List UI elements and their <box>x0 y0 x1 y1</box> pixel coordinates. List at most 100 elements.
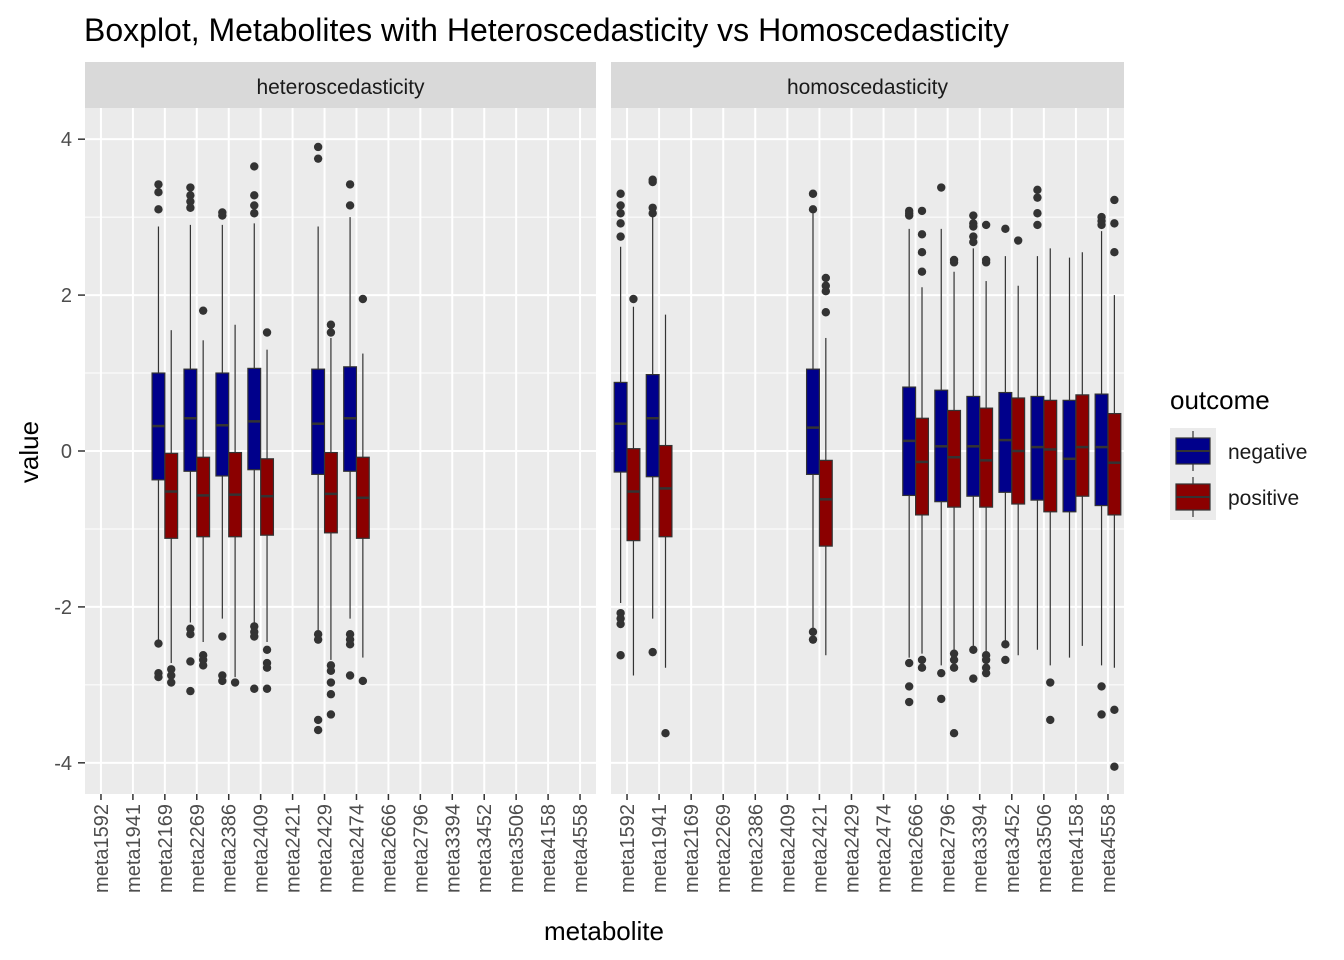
box-meta2429-negative <box>311 142 326 735</box>
y-tick-label: 4 <box>61 129 72 151</box>
outlier-point <box>358 294 368 304</box>
box-meta2269-positive <box>196 306 211 670</box>
legend-label: positive <box>1228 487 1299 510</box>
y-axis: 4 2 0 -2 -4 <box>54 129 85 775</box>
x-tick-label: meta3452 <box>474 804 496 893</box>
panel-strip-label: homoscedasticity <box>787 76 949 99</box>
outlier-point <box>917 655 927 665</box>
outlier-point <box>186 686 195 696</box>
outlier-point <box>1033 193 1042 202</box>
y-tick-label: 0 <box>61 441 72 463</box>
outlier-point <box>154 180 163 189</box>
outlier-point <box>218 211 227 220</box>
x-tick-label: meta2474 <box>874 804 896 893</box>
outlier-point <box>186 183 195 192</box>
outlier-point <box>1013 236 1023 245</box>
outlier-point <box>981 220 991 230</box>
outlier-point <box>358 676 368 686</box>
panel-strip <box>85 62 596 108</box>
outlier-point <box>186 197 195 206</box>
outlier-point <box>167 678 176 687</box>
box-meta3452-negative <box>998 224 1013 665</box>
box-body <box>183 368 198 472</box>
outlier-point <box>808 189 818 198</box>
outlier-point <box>1033 209 1042 218</box>
outlier-point <box>154 187 163 197</box>
outlier-point <box>629 294 638 304</box>
box-meta2474-negative <box>343 180 358 680</box>
outlier-point <box>313 154 323 163</box>
outlier-point <box>313 715 323 725</box>
box-meta2269-negative <box>183 183 198 696</box>
x-tick-label: meta3394 <box>970 804 992 893</box>
box-meta2429-positive <box>323 320 338 719</box>
box-body <box>818 459 833 547</box>
outlier-point <box>937 183 946 192</box>
x-axis-label: metabolite <box>544 916 664 946</box>
box-body <box>196 456 211 538</box>
box-body <box>1107 412 1122 516</box>
box-body <box>311 368 326 475</box>
box-meta2386-negative <box>215 208 230 686</box>
x-tick-label: meta2429 <box>841 804 863 893</box>
box-meta2796-positive <box>947 255 962 738</box>
x-tick-label: meta2269 <box>187 804 209 893</box>
box-body <box>1043 399 1058 513</box>
box-meta2409-negative <box>247 162 262 693</box>
x-tick-label: meta3452 <box>1002 804 1024 893</box>
outlier-point <box>262 684 272 693</box>
outlier-point <box>969 237 978 247</box>
outlier-point <box>949 728 959 738</box>
outlier-point <box>1110 219 1119 228</box>
y-axis-label: value <box>14 421 44 483</box>
x-tick-label: meta2474 <box>346 804 368 893</box>
outlier-point <box>917 267 927 276</box>
outlier-point <box>198 306 208 315</box>
outlier-point <box>648 647 657 657</box>
outlier-point <box>616 219 625 228</box>
box-body <box>914 417 930 516</box>
panel-strip-label: heteroscedasticity <box>256 76 425 99</box>
box-body <box>805 368 821 475</box>
outlier-point <box>808 627 818 637</box>
x-tick-label: meta2666 <box>378 804 400 893</box>
outlier-point <box>969 645 978 654</box>
legend-title: outcome <box>1170 385 1270 415</box>
outlier-point <box>167 671 176 680</box>
outlier-point <box>313 725 323 735</box>
x-tick-label: meta2421 <box>809 804 831 893</box>
outlier-point <box>904 697 914 707</box>
y-tick-label: -2 <box>54 597 72 619</box>
outlier-point <box>1110 705 1119 715</box>
x-tick-label: meta2429 <box>315 804 337 893</box>
outlier-point <box>969 222 978 231</box>
outlier-point <box>326 690 336 699</box>
outlier-point <box>821 273 831 283</box>
outlier-point <box>1001 640 1010 649</box>
outlier-point <box>904 211 914 220</box>
outlier-point <box>1110 248 1119 257</box>
outlier-point <box>1033 220 1042 230</box>
outlier-point <box>250 632 259 641</box>
outlier-point <box>648 177 657 187</box>
x-tick-label: meta4158 <box>1066 804 1088 893</box>
outlier-point <box>262 663 272 672</box>
box-meta2421-negative <box>805 189 821 644</box>
legend-item-negative: negative <box>1170 428 1307 474</box>
outlier-point <box>949 663 959 672</box>
x-tick-label: meta2169 <box>681 804 703 893</box>
box-body <box>947 409 962 508</box>
y-tick-label: 2 <box>61 285 72 307</box>
outlier-point <box>616 189 625 198</box>
box-meta4558-negative <box>1094 212 1109 719</box>
box-body <box>998 391 1013 493</box>
outlier-point <box>262 645 272 654</box>
box-meta2169-positive <box>164 330 179 687</box>
outlier-point <box>313 142 323 152</box>
x-tick-label: meta4558 <box>1098 804 1120 893</box>
x-tick-label: meta2409 <box>251 804 273 893</box>
outlier-point <box>949 655 959 665</box>
outlier-point <box>904 658 914 668</box>
outlier-point <box>326 666 336 676</box>
outlier-point <box>313 635 323 644</box>
